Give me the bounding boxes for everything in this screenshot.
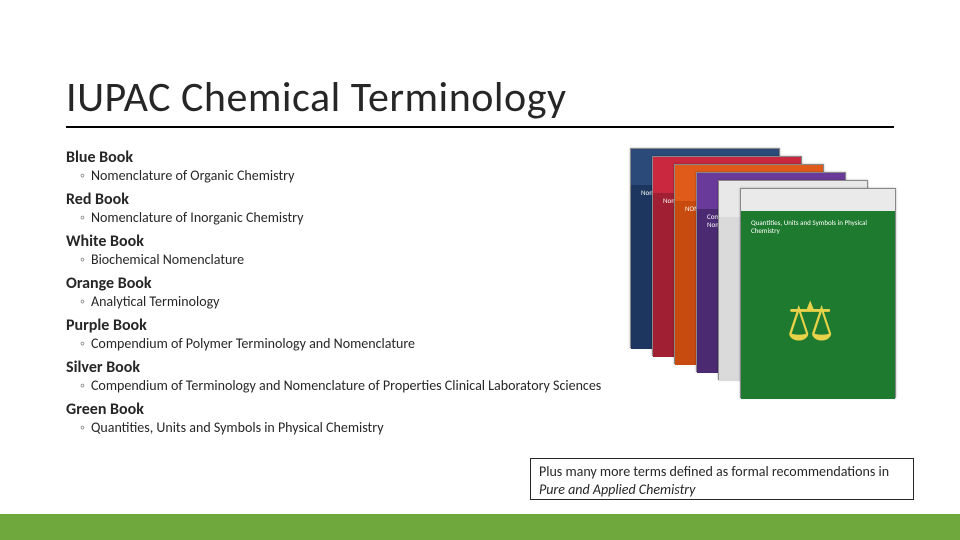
bullet-icon: ◦ xyxy=(80,335,85,352)
book-description-text: Nomenclature of Inorganic Chemistry xyxy=(91,209,303,226)
slide-title: IUPAC Chemical Terminology xyxy=(66,72,566,123)
cover-title: Quantities, Units and Symbols in Physica… xyxy=(751,219,885,235)
bullet-icon: ◦ xyxy=(80,209,85,226)
book-description-text: Analytical Terminology xyxy=(91,293,220,310)
book-description-text: Nomenclature of Organic Chemistry xyxy=(91,167,294,184)
book-description: ◦ Quantities, Units and Symbols in Physic… xyxy=(66,419,906,436)
book-entry: Green Book◦ Quantities, Units and Symbols… xyxy=(66,400,906,436)
bullet-icon: ◦ xyxy=(80,293,85,310)
book-description-text: Compendium of Polymer Terminology and No… xyxy=(91,335,415,352)
footnote-text: Plus many more terms defined as formal r… xyxy=(539,463,889,480)
bullet-icon: ◦ xyxy=(80,419,85,436)
footer-bar xyxy=(0,514,960,540)
book-description-text: Compendium of Terminology and Nomenclatu… xyxy=(91,377,601,394)
book-cover-stack: Nomenclature of Organic ChemistryNomencl… xyxy=(630,148,905,388)
title-underline xyxy=(66,126,894,128)
slide: IUPAC Chemical Terminology Blue Book◦Nom… xyxy=(0,0,960,540)
book-name: Green Book xyxy=(66,400,906,419)
cover-header xyxy=(741,189,895,211)
footnote-box: Plus many more terms defined as formal r… xyxy=(530,458,914,500)
bullet-icon: ◦ xyxy=(80,167,85,184)
balance-scale-icon: ⚖ xyxy=(786,289,834,355)
bullet-icon: ◦ xyxy=(80,251,85,268)
bullet-icon: ◦ xyxy=(80,377,85,394)
footnote-italic: Pure and Applied Chemistry xyxy=(539,481,695,498)
book-description-text: Quantities, Units and Symbols in Physica… xyxy=(91,419,384,436)
book-description-text: Biochemical Nomenclature xyxy=(91,251,244,268)
book-cover: Quantities, Units and Symbols in Physica… xyxy=(740,188,896,398)
